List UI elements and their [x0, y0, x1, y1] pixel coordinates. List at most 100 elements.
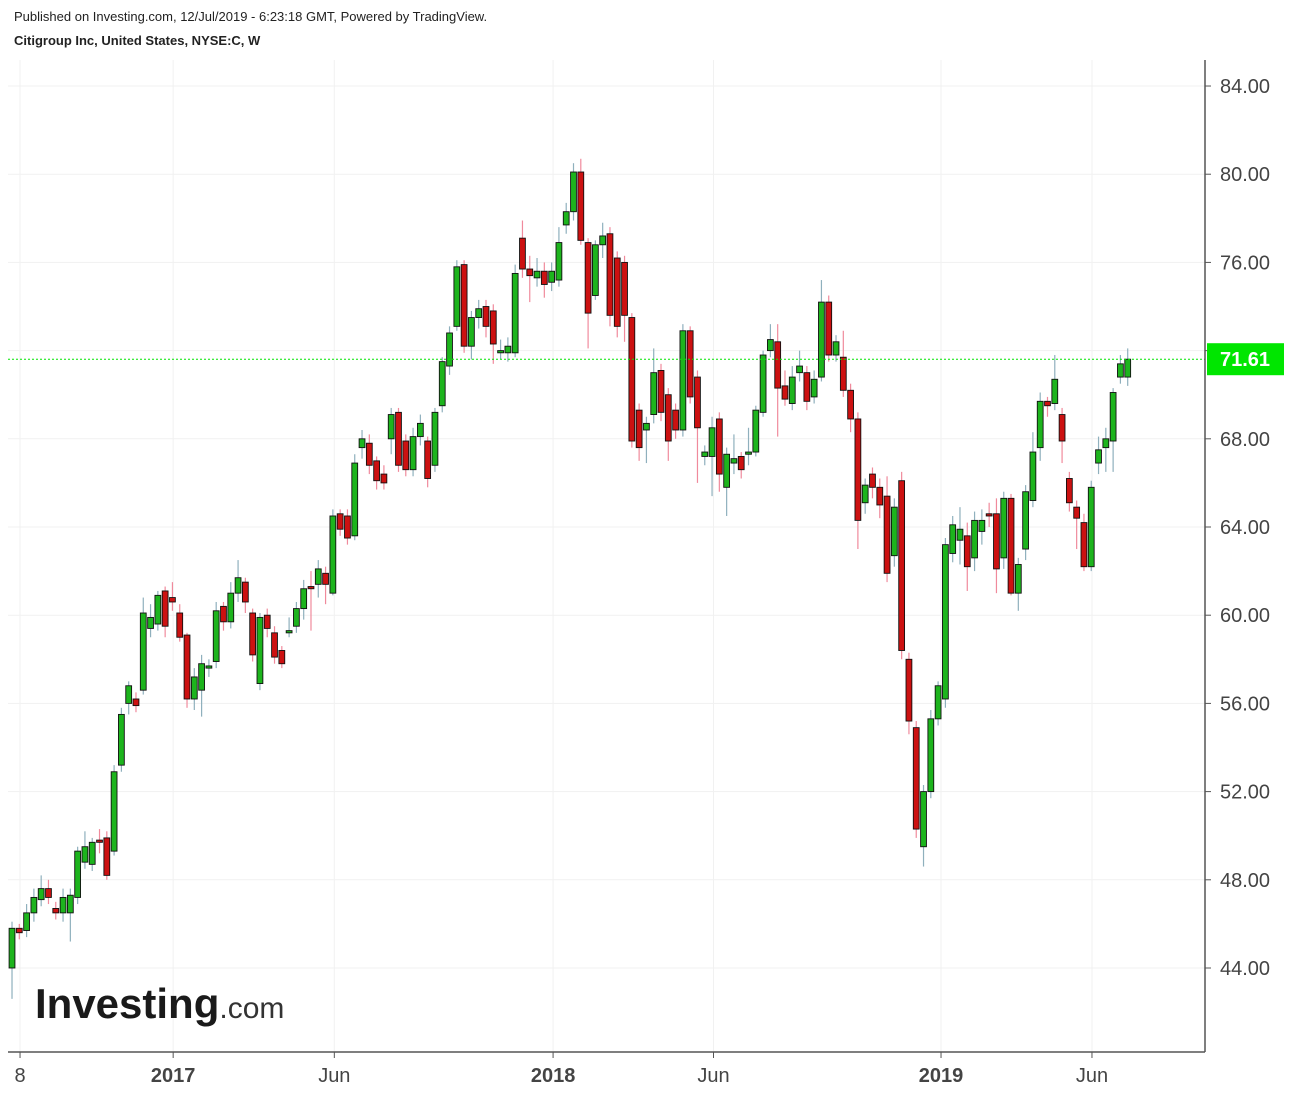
candle-body [220, 605, 227, 623]
last-price-badge [1207, 343, 1284, 376]
candle-body [212, 610, 220, 662]
candle-body [570, 171, 577, 213]
y-tick-label: 84.00 [1220, 76, 1270, 98]
x-tick-label: 2019 [919, 1065, 964, 1087]
candle-body [993, 513, 1000, 570]
logo-suffix: .com [219, 992, 284, 1025]
candle-body [66, 894, 74, 914]
candle-body [293, 608, 300, 627]
candle-body [985, 513, 993, 517]
candle-body [519, 237, 526, 270]
candle-body [373, 460, 380, 482]
candle-body [1058, 414, 1066, 442]
candle-body [1007, 497, 1015, 594]
candle-body [497, 350, 504, 354]
candle-body [23, 912, 30, 931]
x-tick-label: 2018 [531, 1065, 576, 1087]
symbol-title: Citigroup Inc, United States, NYSE:C, W [14, 33, 261, 48]
candle-body [869, 473, 876, 488]
candle-body [59, 896, 67, 914]
candle-body [234, 577, 242, 594]
candle-body [227, 592, 235, 623]
candle-body [1124, 358, 1132, 378]
candle-body [708, 427, 716, 457]
candle-body [825, 301, 833, 356]
candle-body [417, 422, 424, 438]
candle-body [15, 927, 23, 934]
candle-body [621, 261, 628, 316]
candle-body [125, 685, 133, 704]
candle-body [643, 422, 650, 431]
candle-body [562, 211, 570, 226]
candle-body [796, 365, 803, 374]
y-tick-label: 60.00 [1220, 605, 1270, 627]
candle-body [74, 850, 82, 898]
candle-body [679, 330, 687, 431]
candle-body [205, 665, 213, 669]
candle-body [1109, 392, 1117, 442]
candle-body [613, 257, 621, 327]
candle-body [489, 310, 497, 345]
candle-body [883, 495, 891, 574]
y-tick-label: 48.00 [1220, 870, 1270, 892]
candle-body [577, 171, 585, 241]
candle-body [540, 270, 548, 285]
candle-body [336, 513, 344, 530]
candle-body [1117, 363, 1124, 378]
candle-body [395, 411, 402, 466]
candle-body [256, 616, 264, 685]
candle-body [314, 568, 322, 585]
candle-body [788, 376, 796, 404]
candle-body [387, 414, 395, 440]
y-tick-label: 68.00 [1220, 429, 1270, 451]
candle-body [1095, 449, 1102, 464]
y-tick-label: 76.00 [1220, 252, 1270, 274]
candle-body [329, 515, 337, 594]
candle-body [511, 272, 519, 354]
candle-body [431, 411, 439, 466]
candle-body [701, 451, 709, 457]
candle-body [774, 341, 782, 389]
x-tick-label: 2017 [151, 1065, 196, 1087]
candle-body [1051, 378, 1059, 404]
candle-body [890, 506, 898, 557]
candle-body [942, 544, 949, 700]
candles: 71.61 [8, 158, 1284, 999]
candle-body [263, 614, 271, 629]
candle-body [482, 306, 490, 327]
last-price-label: 71.61 [1220, 349, 1270, 371]
candle-body [971, 519, 978, 559]
candle-body [956, 528, 964, 541]
candle-body [1102, 438, 1110, 449]
candle-body [45, 888, 52, 898]
candle-body [1000, 497, 1008, 559]
candle-body [912, 727, 920, 830]
candle-body [876, 486, 884, 506]
candle-body [694, 376, 701, 429]
candle-body [818, 301, 825, 378]
candle-body [96, 839, 103, 843]
candle-body [139, 612, 147, 691]
candle-body [344, 515, 351, 539]
candle-body [898, 480, 906, 651]
candle-body [460, 264, 468, 347]
candle-body [1029, 451, 1037, 501]
candle-body [555, 242, 563, 281]
candle-body [1014, 564, 1022, 594]
candle-body [1022, 491, 1029, 550]
y-tick-label: 64.00 [1220, 517, 1270, 539]
candle-body [249, 612, 257, 656]
candle-body [1036, 400, 1044, 449]
candle-body [715, 418, 723, 475]
candle-body [599, 235, 607, 246]
candle-body [1044, 400, 1051, 407]
candle-body [657, 370, 665, 413]
candle-body [861, 484, 869, 504]
candle-body [88, 841, 96, 865]
candle-body [781, 385, 789, 400]
candle-body [672, 409, 679, 431]
candle-body [526, 268, 534, 277]
candle-body [81, 846, 89, 863]
candle-body [183, 634, 191, 700]
